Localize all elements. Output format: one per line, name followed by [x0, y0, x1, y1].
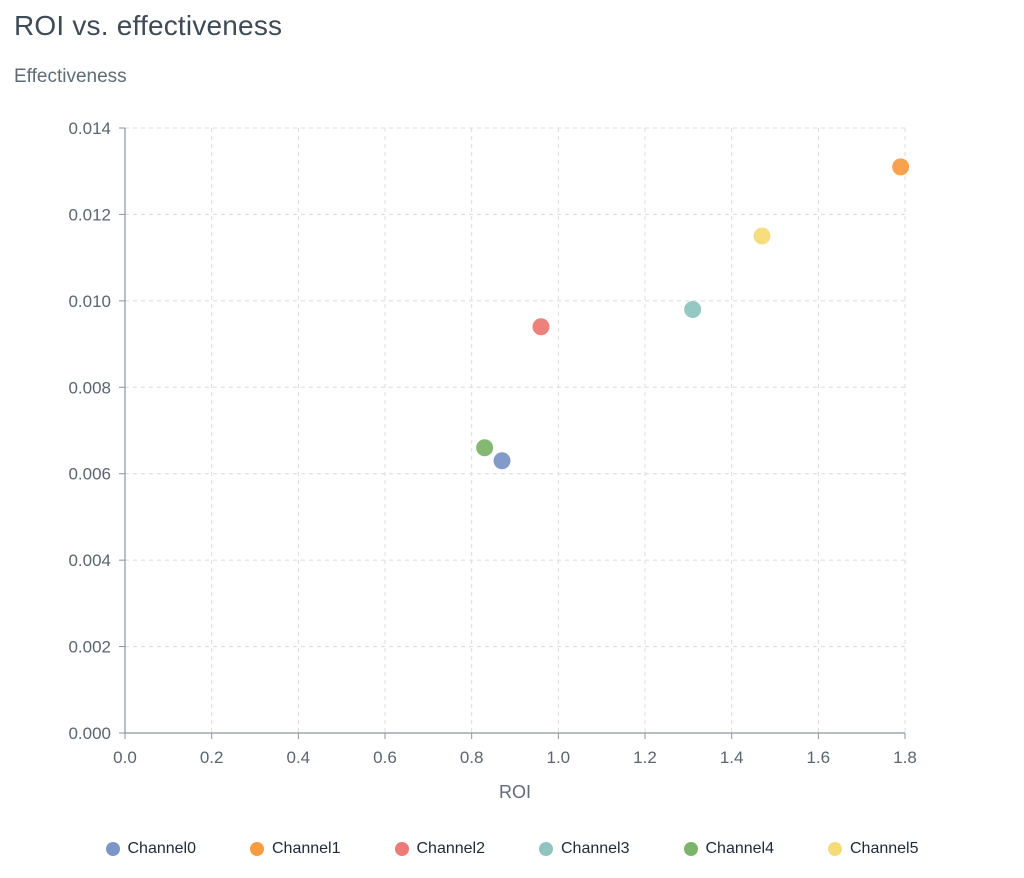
legend-item-channel5[interactable]: Channel5 — [828, 840, 919, 858]
legend-item-channel1[interactable]: Channel1 — [250, 840, 341, 858]
y-tick-label: 0.002 — [68, 638, 111, 657]
x-axis-title: ROI — [498, 782, 531, 802]
chart-legend: Channel0 Channel1 Channel2 Channel3 Channel4… — [0, 840, 1024, 858]
x-tick-label: 1.0 — [547, 748, 571, 767]
x-tick-label: 1.2 — [633, 748, 657, 767]
legend-item-channel4[interactable]: Channel4 — [683, 840, 775, 858]
legend-label: Channel1 — [272, 840, 341, 857]
y-tick-label: 0.014 — [68, 119, 111, 138]
legend-dot-channel4 — [683, 842, 698, 856]
legend-label: Channel5 — [850, 840, 919, 857]
y-tick-label: 0.006 — [68, 465, 111, 484]
scatter-point-channel2[interactable] — [532, 318, 550, 336]
y-tick-label: 0.010 — [68, 292, 111, 311]
y-tick-label: 0.004 — [68, 551, 111, 570]
legend-item-channel3[interactable]: Channel3 — [539, 840, 630, 858]
legend-dot-channel1 — [250, 842, 264, 856]
y-tick-label: 0.008 — [68, 378, 111, 397]
y-tick-label: 0.000 — [68, 724, 111, 743]
legend-dot-channel0 — [105, 842, 120, 856]
legend-item-channel0[interactable]: Channel0 — [105, 840, 197, 858]
x-tick-label: 1.8 — [893, 748, 917, 767]
scatter-point-channel0[interactable] — [493, 452, 511, 470]
x-tick-label: 0.2 — [200, 748, 224, 767]
legend-label: Channel0 — [127, 840, 197, 857]
x-tick-label: 1.4 — [720, 748, 744, 767]
x-tick-label: 0.4 — [287, 748, 311, 767]
x-tick-label: 0.6 — [373, 748, 397, 767]
scatter-plot-area: 0.0 0.2 0.4 0.6 0.8 1.0 1.2 1.4 1.6 1.8 0.000 0.002… — [68, 119, 917, 767]
legend-dot-channel3 — [539, 842, 553, 856]
x-tick-label: 1.6 — [807, 748, 831, 767]
y-axis-title: Effectiveness — [14, 66, 127, 87]
legend-label: Channel4 — [705, 840, 775, 857]
x-tick-label: 0.0 — [113, 748, 137, 767]
legend-item-channel2[interactable]: Channel2 — [394, 840, 486, 858]
legend-dot-channel5 — [828, 842, 842, 856]
scatter-point-channel1[interactable] — [892, 158, 910, 176]
x-tick-label: 0.8 — [460, 748, 484, 767]
legend-dot-channel2 — [394, 842, 409, 856]
y-tick-label: 0.012 — [68, 205, 111, 224]
scatter-point-channel4[interactable] — [476, 439, 494, 457]
legend-label: Channel3 — [561, 840, 630, 857]
scatter-point-channel5[interactable] — [753, 227, 771, 245]
scatter-point-channel3[interactable] — [684, 301, 702, 318]
legend-label: Channel2 — [416, 840, 486, 857]
chart-title: ROI vs. effectiveness — [14, 10, 283, 41]
